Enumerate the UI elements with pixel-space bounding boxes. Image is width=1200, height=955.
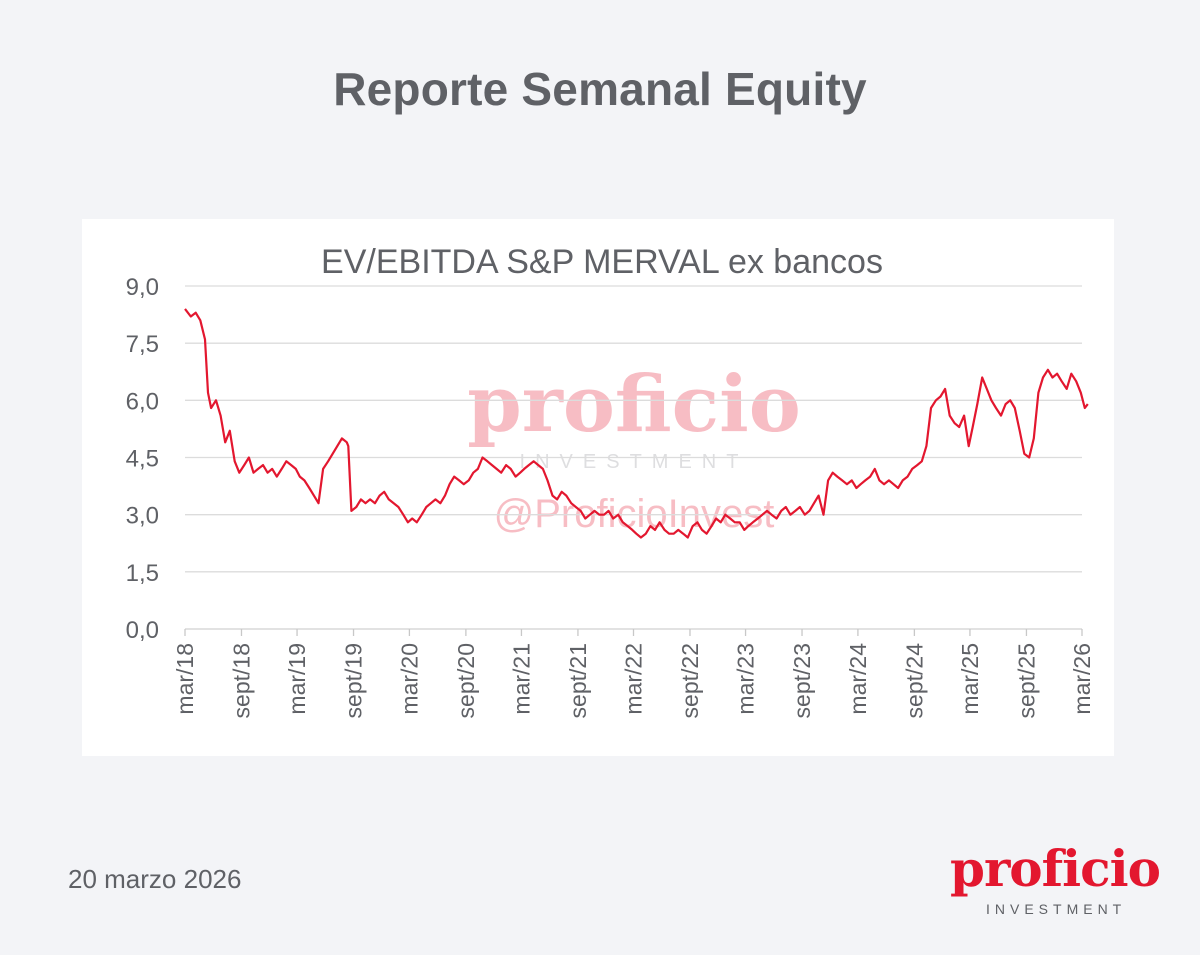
y-tick-label: 3,0: [126, 503, 159, 530]
watermark-sub: INVESTMENT: [520, 451, 749, 473]
x-tick-label: mar/18: [172, 643, 198, 715]
x-tick-label: sept/18: [228, 643, 254, 718]
watermark-word: proficio: [467, 359, 801, 450]
report-title: Reporte Semanal Equity: [333, 63, 867, 115]
watermark: proficio INVESTMENT @ProficioInvest: [467, 359, 801, 536]
watermark-handle: @ProficioInvest: [494, 492, 775, 536]
logo-word: proficio: [950, 839, 1161, 898]
report-date: 20 marzo 2026: [68, 864, 242, 894]
y-tick-label: 6,0: [126, 388, 159, 415]
y-tick-label: 9,0: [126, 274, 159, 301]
y-axis: 0,0 1,5 3,0 4,5 6,0 7,5 9,0: [126, 274, 159, 644]
x-tick-label: sept/23: [789, 643, 815, 718]
logo-sub: INVESTMENT: [986, 901, 1127, 917]
y-tick-label: 1,5: [126, 560, 159, 587]
y-tick-label: 0,0: [126, 617, 159, 644]
chart-card: proficio INVESTMENT @ProficioInvest 0,0 1…: [82, 219, 1114, 756]
grid: [185, 285, 1082, 630]
x-tick-label: sept/24: [901, 643, 927, 719]
x-axis: mar/18 sept/18 mar/19 sept/19 mar/20 sept/20 m…: [172, 629, 1095, 718]
proficio-logo: proficio INVESTMENT: [950, 843, 1161, 918]
x-tick-label: mar/21: [508, 643, 534, 715]
x-tick-label: mar/24: [845, 643, 871, 715]
y-tick-label: 4,5: [126, 446, 159, 473]
series-line: [184, 308, 1089, 539]
x-tick-label: sept/20: [453, 643, 479, 718]
x-tick-label: sept/25: [1013, 643, 1039, 718]
x-tick-label: mar/22: [621, 643, 647, 715]
x-tick-label: sept/21: [565, 643, 591, 718]
x-tick-label: sept/22: [677, 643, 703, 718]
x-tick-label: mar/26: [1069, 643, 1095, 715]
x-tick-label: mar/25: [957, 643, 983, 715]
y-tick-label: 7,5: [126, 331, 159, 358]
chart-title: EV/EBITDA S&P MERVAL ex bancos: [321, 243, 883, 281]
x-tick-label: mar/23: [733, 643, 759, 715]
x-tick-label: mar/20: [396, 643, 422, 715]
ev-ebitda-chart: proficio INVESTMENT @ProficioInvest 0,0 1…: [126, 243, 1095, 718]
x-tick-label: mar/19: [284, 643, 310, 715]
x-tick-label: sept/19: [341, 643, 367, 718]
